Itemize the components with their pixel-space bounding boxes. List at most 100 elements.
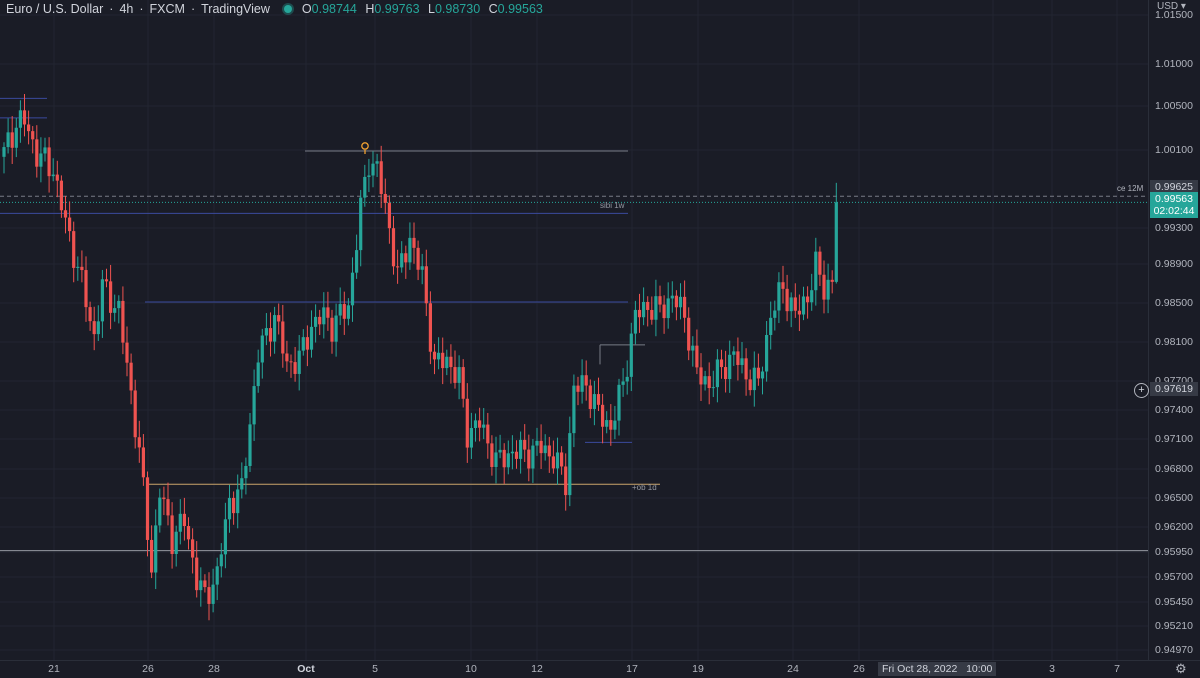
candle-body [494, 452, 498, 467]
candle-body [14, 127, 18, 148]
price-tick: 1.01500 [1155, 9, 1193, 21]
candle-body [810, 290, 814, 303]
candle-body [162, 497, 166, 500]
candle-body [84, 270, 88, 308]
candle-body [55, 174, 59, 181]
candlestick-chart[interactable]: ce 12M sibi 1w +ob 1d [0, 0, 1148, 660]
candle-body [408, 237, 412, 263]
candle-body [490, 443, 494, 467]
candle-body [285, 353, 289, 362]
candle-body [277, 315, 281, 322]
candle-body [145, 477, 150, 540]
candle-body [691, 345, 695, 351]
symbol-name[interactable]: Euro / U.S. Dollar [6, 2, 104, 16]
candle-body [617, 384, 621, 421]
candle-body [560, 452, 564, 467]
price-tick: 0.95450 [1155, 596, 1193, 608]
candle-body [125, 342, 129, 363]
candle-body [683, 296, 687, 318]
candle-body [756, 367, 760, 379]
candle-body [18, 110, 22, 128]
candle-body [248, 424, 252, 466]
candle-body [650, 309, 654, 320]
price-tick: 0.94970 [1155, 644, 1193, 656]
candle-body [621, 381, 625, 385]
price-tick: 0.98900 [1155, 258, 1193, 270]
add-alert-plus-icon[interactable]: + [1134, 383, 1149, 398]
candle-body [227, 497, 232, 520]
candle-body [674, 295, 678, 308]
candle-body [633, 309, 637, 334]
candle-body [523, 439, 527, 450]
ob-label: +ob 1d [632, 483, 657, 492]
ce-label: ce 12M [1117, 184, 1144, 193]
candle-body [72, 231, 76, 268]
candle-body [482, 424, 486, 428]
candle-body [793, 297, 797, 311]
time-tick: 26 [853, 663, 865, 675]
candle-body [129, 362, 133, 391]
candle-body [88, 307, 92, 322]
candle-body [379, 161, 383, 194]
candle-body [687, 317, 691, 351]
price-tick: 0.97100 [1155, 433, 1193, 445]
candle-body [133, 390, 137, 438]
candles [2, 94, 838, 621]
candle-body [572, 385, 576, 434]
candle-body [465, 398, 469, 448]
time-axis[interactable]: 21 26 28 Oct 5 10 12 17 19 24 26 3 7 v [0, 660, 1200, 678]
time-tick: 21 [48, 663, 60, 675]
candle-body [752, 367, 756, 391]
candle-body [170, 515, 174, 554]
candle-body [514, 451, 519, 459]
candle-body [834, 202, 838, 282]
candle-body [252, 386, 256, 425]
symbol-header[interactable]: Euro / U.S. Dollar · 4h · FXCM · Trading… [6, 2, 548, 16]
candle-body [293, 362, 297, 374]
candle-body [670, 295, 674, 299]
candle-body [240, 478, 244, 490]
candle-body [166, 499, 170, 516]
price-axis[interactable]: 1.01500 1.01000 1.00500 1.00100 0.99300 … [1148, 0, 1200, 660]
candle-body [568, 433, 572, 496]
exchange: FXCM [149, 2, 185, 16]
candle-body [576, 385, 580, 392]
candle-body [715, 359, 719, 388]
candle-body [76, 266, 80, 268]
candle-body [420, 266, 424, 270]
candle-body [174, 531, 178, 554]
candle-body [662, 304, 666, 319]
candle-body [646, 301, 650, 310]
candle-body [596, 394, 601, 405]
candle-body [625, 376, 629, 382]
candle-body [367, 175, 371, 177]
currency-selector[interactable]: USD ▾ [1157, 1, 1186, 12]
candle-body [416, 247, 420, 270]
market-status-icon [283, 5, 292, 13]
candle-body [396, 266, 400, 268]
candle-body [703, 376, 707, 385]
ohlc-values: O0.98744 H0.99763 L0.98730 C0.99563 [301, 2, 543, 16]
price-tick: 0.95210 [1155, 620, 1193, 632]
candle-body [748, 379, 752, 391]
gear-icon[interactable]: ⚙ [1175, 661, 1187, 676]
candle-body [203, 580, 207, 588]
time-tick: 7 [1114, 663, 1120, 675]
interval[interactable]: 4h [119, 2, 134, 16]
candle-body [699, 367, 703, 385]
candle-body [629, 333, 633, 377]
candle-body [27, 124, 31, 132]
candle-body [826, 279, 830, 300]
candle-body [297, 350, 301, 374]
candle-body [510, 451, 514, 454]
candle-body [666, 298, 670, 319]
price-tick: 0.96800 [1155, 463, 1193, 475]
candle-body [39, 153, 43, 167]
candle-body [760, 371, 765, 379]
candle-body [186, 526, 191, 540]
candle-body [375, 161, 379, 164]
lightbulb-icon[interactable] [361, 142, 369, 154]
grid [0, 0, 1148, 660]
candle-body [43, 147, 47, 154]
candle-body [342, 304, 346, 319]
